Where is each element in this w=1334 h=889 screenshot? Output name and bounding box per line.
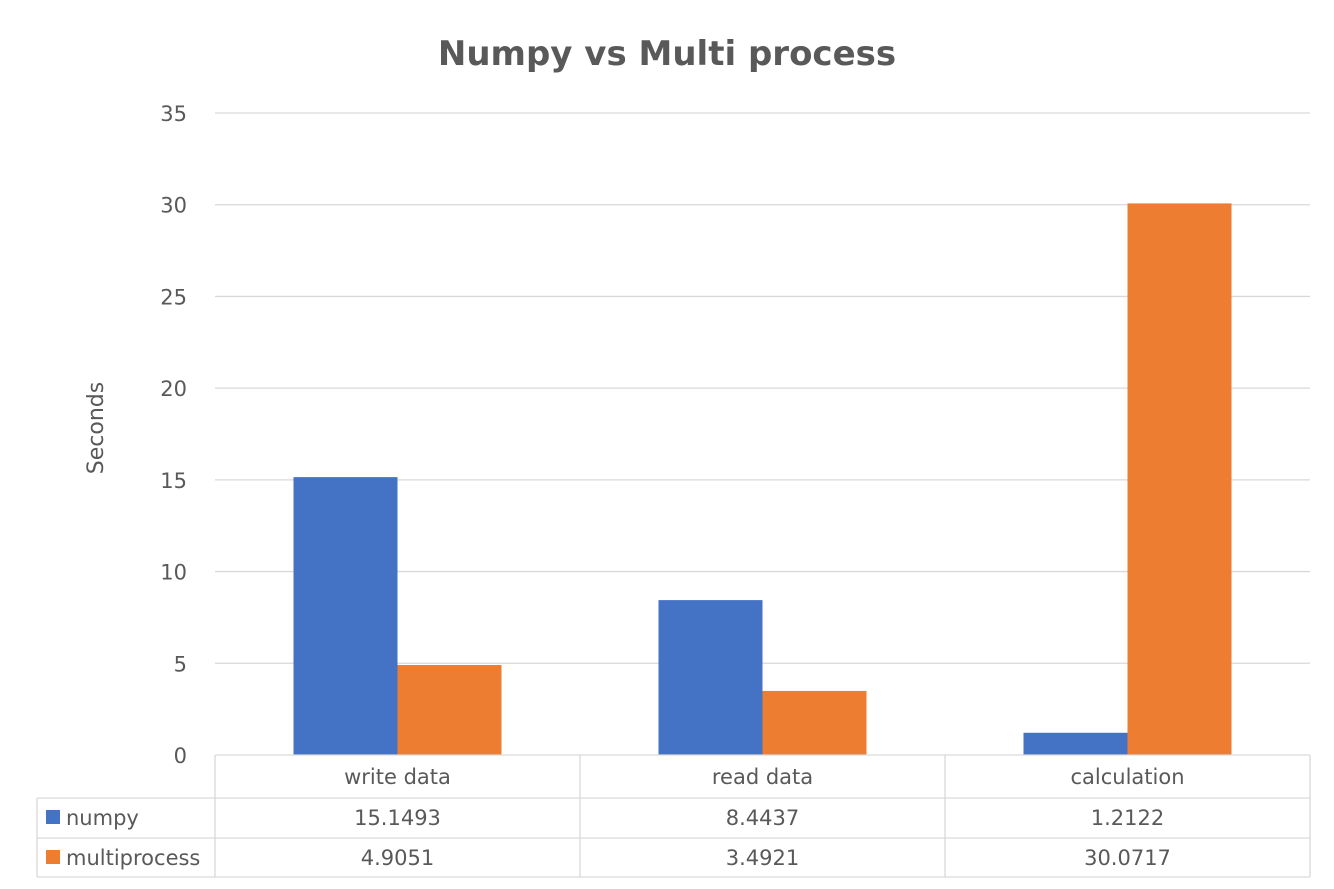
table-cell-value: 3.4921 [726, 846, 799, 870]
category-label: write data [344, 765, 451, 789]
table-cell-value: 15.1493 [354, 806, 441, 830]
bar-multiprocess [1127, 203, 1232, 755]
y-tick-label: 20 [160, 377, 187, 401]
y-tick-label: 15 [160, 469, 187, 493]
data-table: write data read data calculation numpy 15.14… [36, 754, 1311, 878]
legend-label: multiprocess [66, 846, 200, 870]
table-cell-value: 30.0717 [1084, 846, 1171, 870]
bar-numpy [293, 477, 398, 755]
y-axis-ticks: 0 5 10 15 20 25 30 35 [160, 102, 187, 768]
y-tick-label: 5 [174, 652, 187, 676]
y-tick-label: 0 [174, 744, 187, 768]
legend-swatch [46, 810, 60, 824]
bar-multiprocess [397, 665, 502, 755]
y-tick-label: 30 [160, 194, 187, 218]
legend-swatch [46, 850, 60, 864]
legend-label: numpy [66, 806, 139, 830]
chart-title: Numpy vs Multi process [438, 34, 896, 74]
category-label: read data [712, 765, 813, 789]
y-tick-label: 10 [160, 561, 187, 585]
table-cell-value: 4.9051 [361, 846, 434, 870]
y-tick-label: 35 [160, 102, 187, 126]
y-tick-label: 25 [160, 285, 187, 309]
bar-numpy [658, 600, 763, 755]
y-axis-title: Seconds [84, 382, 109, 474]
bar-multiprocess [762, 690, 867, 755]
table-cell-value: 8.4437 [726, 806, 799, 830]
category-label: calculation [1070, 765, 1184, 789]
table-cell-value: 1.2122 [1091, 806, 1164, 830]
bar-numpy [1023, 732, 1128, 755]
bars [293, 203, 1232, 755]
